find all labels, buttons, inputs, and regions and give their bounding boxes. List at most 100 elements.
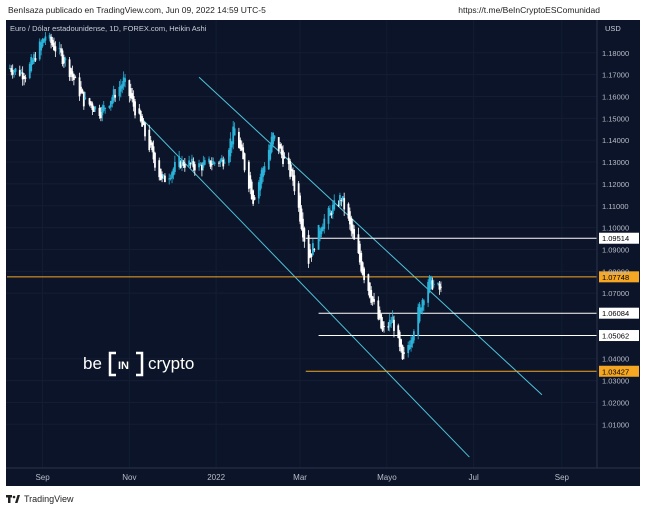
candle-body bbox=[427, 281, 430, 303]
price-chart[interactable]: 1.09514 1.07748 1.06084 1.05062 1.03427 be I… bbox=[6, 20, 640, 486]
chart-title: Euro / Dólar estadounidense, 1D, FOREX.c… bbox=[10, 24, 207, 33]
candle-body bbox=[64, 58, 67, 61]
price-level-label: 1.06084 bbox=[602, 309, 629, 318]
candle-body bbox=[109, 100, 112, 107]
candle-body bbox=[327, 207, 330, 224]
candle-body bbox=[387, 326, 390, 328]
candle-body bbox=[203, 160, 206, 165]
candle-body bbox=[311, 243, 314, 256]
price-level-label: 1.07748 bbox=[602, 273, 629, 282]
candle-body bbox=[10, 68, 13, 73]
x-tick-label: Sep bbox=[555, 473, 570, 482]
price-level-label-bg bbox=[599, 365, 639, 377]
tradingview-brand[interactable]: TradingView bbox=[24, 494, 74, 504]
candle-body bbox=[282, 150, 284, 165]
candle-body bbox=[11, 70, 14, 75]
candle-body bbox=[181, 159, 183, 165]
candle-body bbox=[68, 59, 71, 78]
candle-body bbox=[201, 164, 203, 171]
candle-body bbox=[148, 129, 151, 151]
candle-body bbox=[407, 345, 410, 354]
y-tick-label: 1.01000 bbox=[602, 420, 629, 429]
candle-body bbox=[421, 299, 424, 311]
candle-body bbox=[220, 158, 223, 162]
candle-body bbox=[262, 167, 264, 177]
price-axis[interactable]: 1.18000 1.17000 1.16000 1.15000 1.14000 1.130… bbox=[602, 49, 629, 430]
candle-body bbox=[159, 168, 162, 181]
candle-body bbox=[139, 110, 142, 122]
candle-body bbox=[164, 175, 166, 183]
price-level-lines: 1.09514 1.07748 1.06084 1.05062 1.03427 bbox=[7, 232, 639, 377]
candle-body bbox=[339, 194, 341, 205]
candle-body bbox=[24, 77, 27, 79]
candle-body bbox=[134, 101, 136, 116]
candle-body bbox=[391, 316, 394, 323]
price-level-label: 1.03427 bbox=[602, 367, 629, 376]
candle-body bbox=[122, 77, 125, 87]
chart-panel[interactable]: 1.09514 1.07748 1.06084 1.05062 1.03427 be I… bbox=[6, 20, 640, 486]
candle-body bbox=[70, 68, 72, 75]
candle-body bbox=[340, 199, 343, 201]
candle-body bbox=[393, 319, 395, 331]
candle-body bbox=[440, 286, 442, 288]
y-tick-label: 1.07000 bbox=[602, 289, 629, 298]
candle-body bbox=[53, 42, 55, 50]
candle-body bbox=[61, 50, 64, 65]
candle-body bbox=[358, 243, 361, 263]
grid-lines bbox=[6, 20, 597, 468]
candle-body bbox=[142, 121, 145, 125]
candle-body bbox=[247, 161, 250, 189]
candle-body bbox=[279, 144, 282, 149]
candle-body bbox=[208, 158, 210, 163]
candle-body bbox=[78, 77, 81, 97]
candle-body bbox=[230, 141, 233, 148]
candle-body bbox=[431, 280, 434, 290]
candle-body bbox=[408, 345, 411, 350]
price-level-label: 1.05062 bbox=[602, 332, 629, 341]
candle-body bbox=[363, 268, 365, 281]
candle-body bbox=[309, 249, 311, 258]
time-axis[interactable]: Sep Nov 2022 Mar Mayo Jul Sep bbox=[35, 473, 569, 482]
candle-body bbox=[240, 144, 243, 151]
candle-body bbox=[199, 164, 202, 166]
candle-body bbox=[71, 71, 74, 78]
candle-body bbox=[173, 161, 176, 173]
candle-body bbox=[232, 126, 235, 145]
candle-body bbox=[182, 162, 185, 166]
community-link[interactable]: https://t.me/BeInCryptoESComunidad bbox=[458, 5, 600, 15]
candle-body bbox=[114, 94, 117, 98]
watermark-crypto: crypto bbox=[148, 354, 194, 373]
candle-body bbox=[202, 161, 205, 168]
chart-background bbox=[6, 20, 640, 486]
price-level-label-bg bbox=[599, 232, 639, 244]
candle-body bbox=[210, 163, 213, 165]
candle-body bbox=[331, 204, 334, 214]
candle-body bbox=[348, 211, 351, 225]
candle-body bbox=[313, 249, 316, 251]
price-level-label-bg bbox=[599, 307, 639, 319]
candle-body bbox=[228, 149, 230, 163]
candle-body bbox=[253, 197, 256, 200]
candle-body bbox=[223, 162, 226, 164]
candle-body bbox=[104, 107, 107, 109]
candle-body bbox=[18, 70, 21, 76]
candle-body bbox=[119, 85, 122, 92]
candle-body bbox=[333, 200, 336, 210]
candle-body bbox=[341, 196, 344, 201]
candle-body bbox=[192, 161, 195, 168]
candle-body bbox=[357, 234, 360, 254]
candle-body bbox=[218, 162, 220, 164]
publisher-text: BenIsaza publicado en TradingView.com, J… bbox=[8, 5, 266, 15]
candle-body bbox=[149, 139, 152, 146]
candle-body bbox=[249, 175, 252, 189]
candle-body bbox=[41, 38, 44, 47]
candle-body bbox=[259, 177, 262, 191]
y-tick-label: 1.17000 bbox=[602, 71, 629, 80]
candle-body bbox=[191, 158, 193, 164]
candle-body bbox=[84, 97, 87, 99]
candle-body bbox=[417, 307, 420, 336]
y-tick-label: 1.10000 bbox=[602, 224, 629, 233]
candle-body bbox=[101, 106, 104, 116]
candle-body bbox=[222, 159, 225, 167]
candle-body bbox=[154, 152, 156, 168]
